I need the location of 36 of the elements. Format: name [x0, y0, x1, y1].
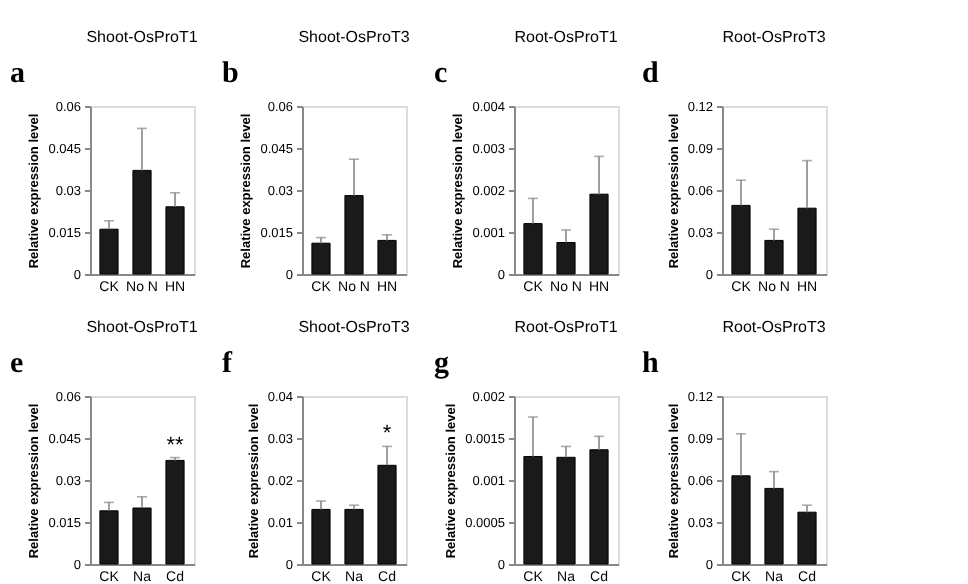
bar [377, 239, 397, 275]
chart-title: Root-OsProT3 [722, 318, 827, 336]
bar [556, 242, 576, 275]
bar [764, 487, 784, 565]
bar [132, 507, 152, 565]
chart-title: Shoot-OsProT3 [298, 318, 411, 336]
text: d [642, 58, 660, 90]
bar [165, 206, 185, 275]
bar [589, 193, 609, 275]
bar [731, 475, 751, 565]
text: g [434, 348, 450, 380]
annotation: ** [166, 433, 186, 458]
text: a [10, 58, 26, 90]
bar [165, 459, 185, 565]
chart-title: Root-OsProT1 [514, 28, 619, 46]
bar [764, 239, 784, 275]
bar [344, 195, 364, 275]
text: c [434, 58, 448, 90]
bar [797, 207, 817, 275]
text: e [10, 348, 24, 380]
bar [523, 223, 543, 275]
chart-title: Root-OsProT1 [514, 318, 619, 336]
bar [797, 511, 817, 565]
bar [132, 169, 152, 275]
bar [731, 204, 751, 275]
annotation: * [382, 422, 393, 447]
chart-title: Root-OsProT3 [722, 28, 827, 46]
bar [99, 228, 119, 275]
text: f [222, 348, 234, 380]
chart-title: Shoot-OsProT3 [298, 28, 411, 46]
text: b [222, 58, 239, 90]
text: h [642, 348, 660, 380]
chart-title: Shoot-OsProT1 [86, 318, 199, 336]
bar [99, 510, 119, 565]
chart-title: Shoot-OsProT1 [86, 28, 199, 46]
bar [311, 242, 331, 275]
